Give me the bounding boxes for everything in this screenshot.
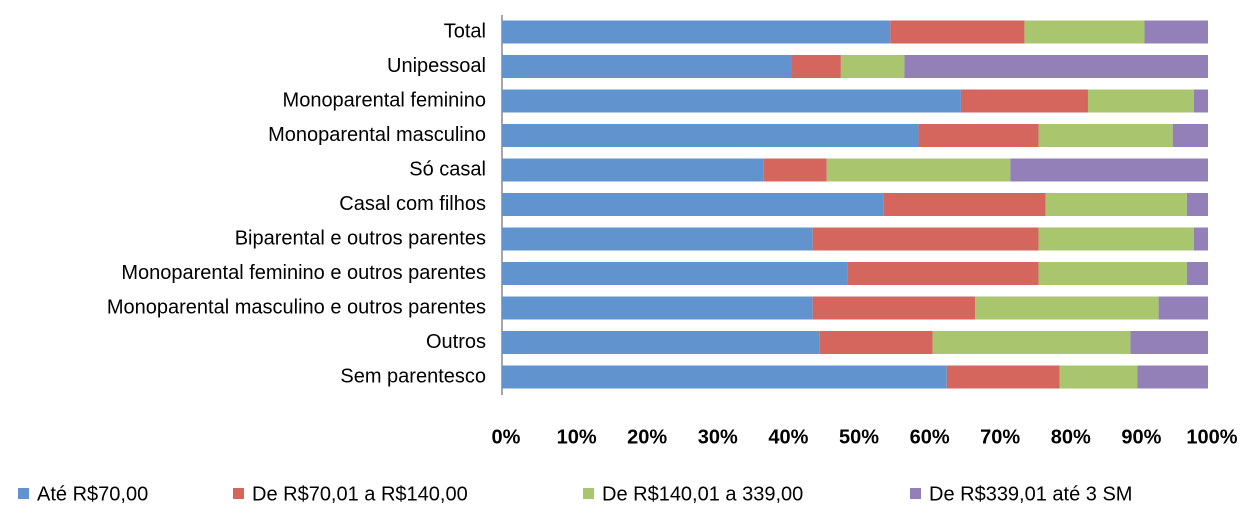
x-tick-label: 40% [768, 426, 808, 448]
x-tick-label: 20% [627, 426, 667, 448]
bar-segment [904, 55, 1208, 78]
x-tick-label: 10% [557, 426, 597, 448]
bar-segment [1130, 331, 1208, 354]
legend-swatch [583, 488, 594, 499]
bar-segment [502, 124, 919, 147]
x-tick-label: 70% [980, 426, 1020, 448]
bar-segment [1193, 89, 1208, 113]
x-tick-label: 60% [910, 426, 950, 448]
bar-segment [502, 193, 884, 216]
bar-segment [960, 89, 1088, 113]
bar-segment [826, 158, 1011, 182]
legend-swatch [18, 488, 29, 499]
bar-segment [946, 365, 1060, 389]
bar-segment [883, 193, 1046, 216]
bar-segment [1172, 124, 1208, 147]
bar-segment [1193, 227, 1208, 251]
category-label: Casal com filhos [339, 193, 486, 215]
bar-segment [847, 262, 1039, 285]
bar-segment [1186, 262, 1208, 285]
category-label: Sem parentesco [340, 365, 486, 387]
category-label: Biparental e outros parentes [235, 227, 486, 249]
bar-segment [502, 227, 813, 251]
x-tick-label: 0% [492, 426, 521, 448]
bar-segment [502, 55, 792, 78]
bar-segment [1038, 262, 1187, 285]
bar-segment [1087, 89, 1194, 113]
legend-label: De R$70,01 a R$140,00 [252, 483, 468, 505]
x-tick-label: 90% [1121, 426, 1161, 448]
category-label: Total [444, 20, 486, 42]
bar-segment [1038, 227, 1194, 251]
category-label: Monoparental feminino e outros parentes [121, 262, 486, 284]
bar-segment [918, 124, 1039, 147]
bar-segment [1010, 158, 1208, 182]
bar-segment [502, 158, 764, 182]
legend-swatch [910, 488, 921, 499]
bar-segment [1144, 20, 1208, 44]
bar-segment [763, 158, 827, 182]
category-label: Monoparental masculino e outros parentes [107, 296, 486, 318]
bar-segment [1137, 365, 1208, 389]
x-tick-label: 30% [698, 426, 738, 448]
legend-swatch [233, 488, 244, 499]
bar-segment [502, 20, 891, 44]
bar-segment [1186, 193, 1208, 216]
bar-segment [502, 262, 848, 285]
legend-label: Até R$70,00 [37, 483, 148, 505]
bar-segment [502, 331, 820, 354]
category-label: Unipessoal [387, 55, 486, 77]
category-label: Monoparental feminino [283, 89, 486, 111]
bar-segment [1059, 365, 1138, 389]
bar-segment [502, 365, 947, 389]
bar-segment [890, 20, 1025, 44]
bar-segment [502, 89, 961, 113]
bar-segment [975, 296, 1159, 320]
category-label: Outros [426, 331, 486, 353]
bar-segment [1038, 124, 1173, 147]
bar-segment [1158, 296, 1208, 320]
bar-segment [791, 55, 841, 78]
bar-segment [1024, 20, 1145, 44]
bar-segment [1045, 193, 1187, 216]
x-tick-label: 50% [839, 426, 879, 448]
x-tick-label: 100% [1186, 426, 1237, 448]
category-label: Só casal [409, 158, 486, 180]
bar-segment [502, 296, 813, 320]
bar-segment [812, 296, 976, 320]
bar-segment [840, 55, 905, 78]
bar-segment [819, 331, 933, 354]
x-tick-label: 80% [1051, 426, 1091, 448]
legend-label: De R$140,01 a 339,00 [602, 483, 803, 505]
category-label: Monoparental masculino [268, 124, 486, 146]
bar-segment [812, 227, 1039, 251]
legend-label: De R$339,01 até 3 SM [929, 483, 1132, 505]
bar-segment [932, 331, 1131, 354]
